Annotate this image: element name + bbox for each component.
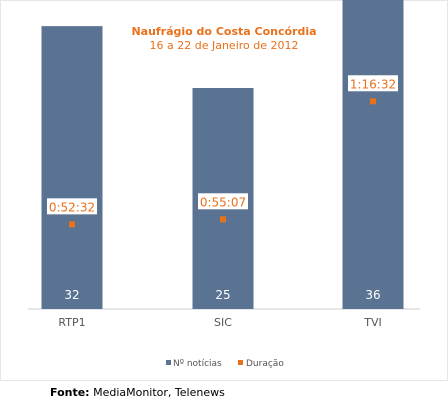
source-label: Fonte:	[50, 386, 90, 399]
duration-label-box	[348, 75, 398, 92]
duration-label-box	[198, 193, 248, 210]
duration-marker	[370, 98, 376, 105]
legend-label-duration: Duração	[246, 359, 284, 369]
chart-subtitle: 16 a 22 de Janeiro de 2012	[150, 39, 299, 52]
bar-value-label: 32	[64, 288, 79, 302]
source-note: Fonte: MediaMonitor, Telenews	[50, 386, 225, 399]
plot-area: 32 RTP1 0:52:32 25 SIC 0:55:07 36 TVI 1:16:32	[41, 0, 404, 329]
duration-label-box	[47, 198, 97, 215]
legend-swatch-bar	[166, 360, 171, 365]
duration-value-label: 1:16:32	[350, 77, 396, 91]
source-text: MediaMonitor, Telenews	[93, 386, 225, 399]
duration-marker	[220, 216, 226, 223]
duration-value-label: 0:52:32	[49, 200, 95, 214]
legend-swatch-duration	[238, 360, 243, 365]
duration-marker	[69, 221, 75, 228]
duration-value-label: 0:55:07	[200, 195, 246, 209]
bar-value-label: 25	[215, 288, 230, 302]
x-tick-label: RTP1	[58, 316, 85, 329]
legend: Nº notícias Duração	[166, 359, 284, 369]
bar-value-label: 36	[365, 288, 380, 302]
bar-tvi	[342, 0, 404, 309]
bar-rtp1	[41, 26, 103, 310]
chart-title: Naufrágio do Costa Concórdia	[131, 25, 316, 38]
x-tick-label: TVI	[363, 316, 382, 329]
legend-label-bar: Nº notícias	[173, 359, 222, 369]
x-tick-label: SIC	[214, 316, 232, 329]
